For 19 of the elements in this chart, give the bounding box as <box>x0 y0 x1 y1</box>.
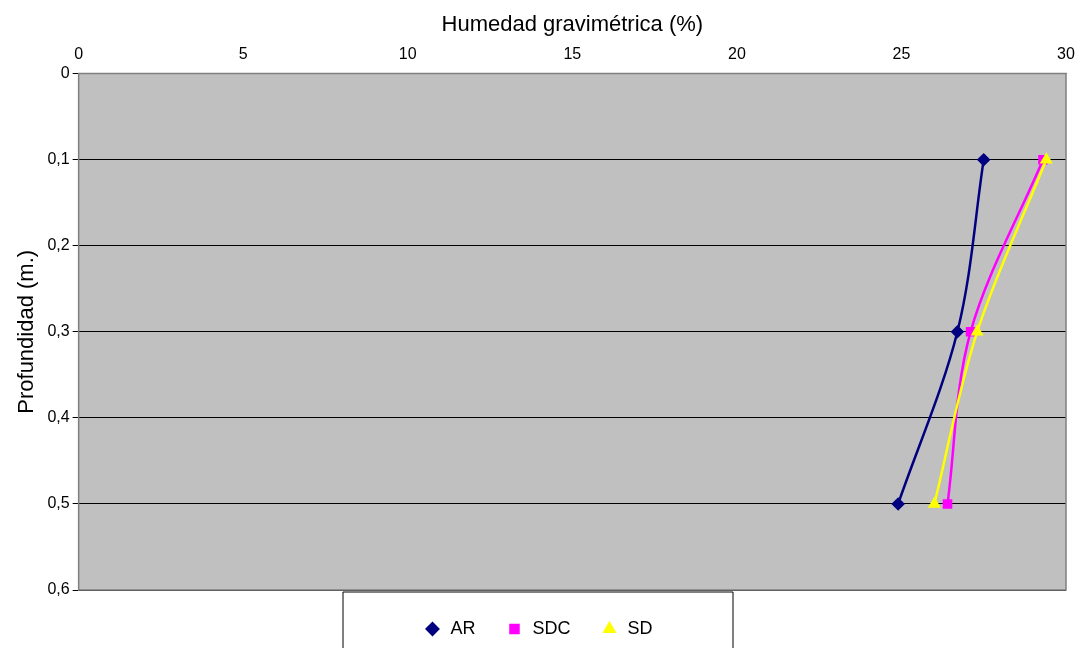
x-axis-title: Humedad gravimétrica (%) <box>441 11 704 37</box>
legend-label: SDC <box>532 617 571 638</box>
y-tick-label: 0,3 <box>47 322 70 340</box>
x-tick-label: 30 <box>1057 45 1075 63</box>
x-tick-label: 0 <box>74 45 84 63</box>
x-tick-label: 5 <box>238 45 248 63</box>
x-tick-label: 25 <box>892 45 911 63</box>
y-tick-label: 0,2 <box>47 236 70 254</box>
y-tick-label: 0,5 <box>47 494 70 512</box>
x-tick-label: 20 <box>727 45 746 63</box>
x-tick-label: 15 <box>563 45 582 63</box>
y-tick-label: 0 <box>60 64 70 82</box>
y-tick-label: 0,1 <box>47 150 70 168</box>
y-tick-label: 0,6 <box>47 580 70 598</box>
x-tick-label: 10 <box>398 45 417 63</box>
y-tick-label: 0,4 <box>47 408 70 426</box>
legend-label: AR <box>450 617 476 638</box>
y-axis-title: Profundidad (m.) <box>13 249 39 414</box>
legend-label: SD <box>627 617 653 638</box>
